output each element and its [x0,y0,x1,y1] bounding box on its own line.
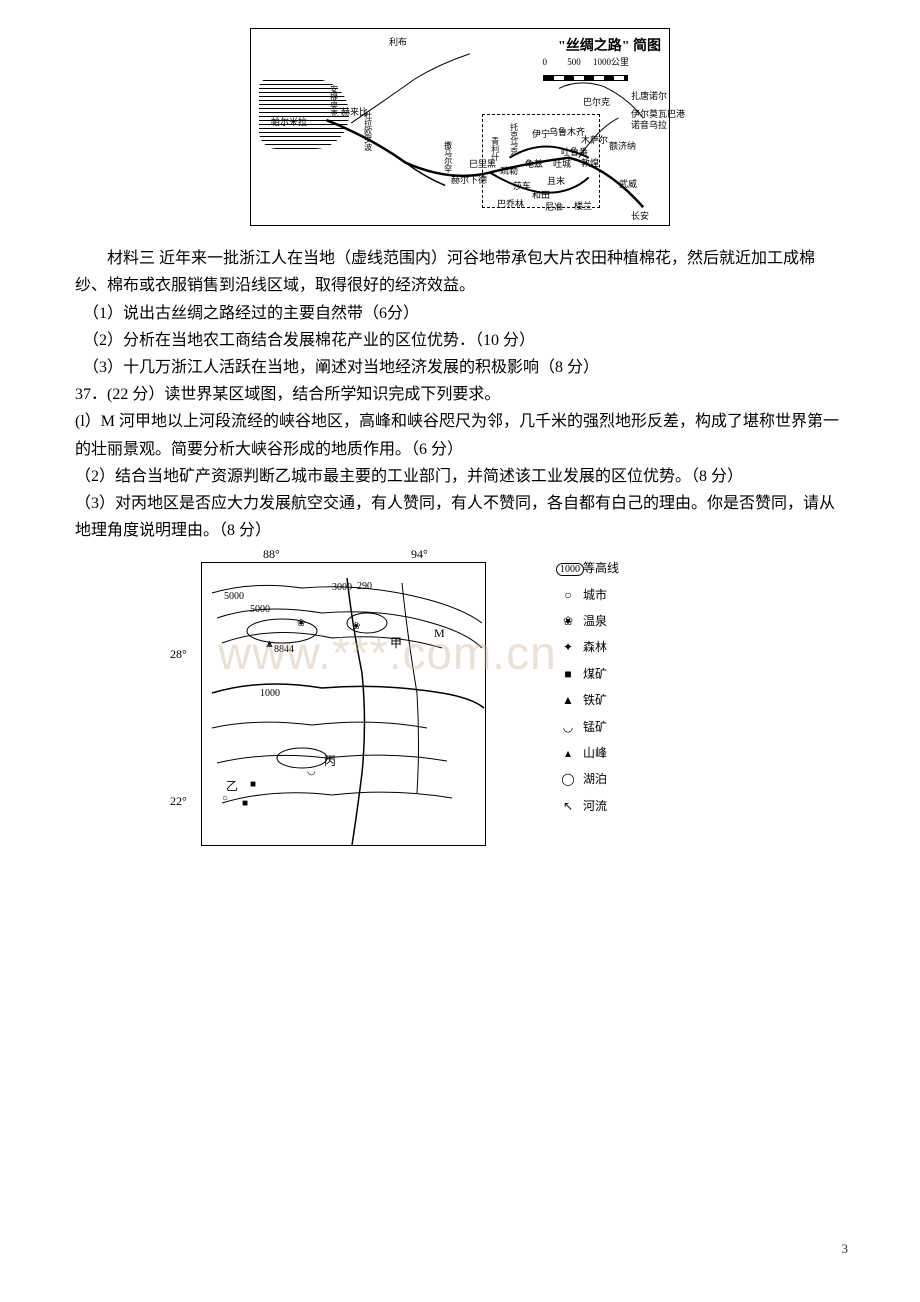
q37-3: （3）对丙地区是否应大力发展航空交通，有人赞同，有人不赞同，各自都有白己的理由。… [75,490,845,544]
map-city-label: 赫尔下德 [451,173,487,188]
letter-m: M [434,623,445,643]
peak-icon: ▲ [264,635,275,654]
spring-icon-2: ❀ [352,618,360,635]
region-map-frame: 5000 5000 3000 290 8844 1000 甲 乙 丙 ▲ ○ ■… [201,562,486,846]
map-city-label: 长安 [631,209,649,224]
legend-lake: ◯湖泊 [556,769,619,789]
map-city-label: 乌鲁木齐 [549,125,585,140]
map-city-label: 武威 [619,177,637,192]
q36-2: （2）分析在当地农工商结合发展棉花产业的区位优势．（10 分） [83,327,845,354]
elev-290: 290 [357,578,372,595]
map-city-label: 托克马克 [507,123,521,155]
coal-icon-1: ■ [250,776,256,793]
place-bing: 丙 [324,751,336,771]
city-icon: ○ [556,585,580,605]
material-three-text: 材料三 近年来一批浙江人在当地（虚线范围内）河谷地带承包大片农田种植棉花，然后就… [75,250,815,294]
silk-road-map: "丝绸之路" 简图 0 500 1000公里 利布安提奥克帕尔米拉赫来比杜拉欧罗… [250,28,670,226]
map-city-label: 尼准 [545,200,563,215]
region-map: 88° 94° 28° 22° 5000 5000 3000 290 [171,554,529,862]
legend-contour: 1000等高线 [556,558,619,578]
elev-5000b: 5000 [250,601,270,618]
legend-spring: ❀温泉 [556,611,619,631]
coal-icon-2: ■ [242,795,248,812]
map-city-label: 诺音乌拉 [631,118,667,133]
map-city-label: 疏勒 [500,164,518,179]
elev-5000a: 5000 [224,588,244,605]
material-three: 材料三 近年来一批浙江人在当地（虚线范围内）河谷地带承包大片农田种植棉花，然后就… [75,245,845,299]
map-city-label: 扎唐诺尔 [631,89,667,104]
map-city-label: 帕尔米拉 [271,115,307,130]
peak-icon: ▴ [556,743,580,763]
q36-1: （1）说出古丝绸之路经过的主要自然带（6分） [83,300,845,327]
map-city-label: 敦煌 [581,156,599,171]
route-lines [251,29,669,225]
lat-22: 22° [170,791,187,811]
map-city-label: 龟兹 [525,157,543,172]
map-city-label: 利布 [389,35,407,50]
map-city-label: 巴尔克 [583,95,610,110]
silk-road-map-container: "丝绸之路" 简图 0 500 1000公里 利布安提奥克帕尔米拉赫来比杜拉欧罗… [75,28,845,235]
manganese-icon: ◡ [307,763,316,780]
map-city-label: 巴乔林 [497,197,524,212]
spring-icon: ❀ [297,615,305,632]
map-city-label: 巳里黑 [469,157,496,172]
q36-3: （3）十几万浙江人活跃在当地，阐述对当地经济发展的积极影响（8 分） [83,354,845,381]
q37-1: (l）M 河甲地以上河段流经的峡谷地区，高峰和峡谷咫尺为邻，几千米的强烈地形反差… [75,408,845,462]
map-city-label: 额济纳 [609,139,636,154]
map-city-label: 安提奥克 [327,85,341,117]
region-map-container: 88° 94° 28° 22° 5000 5000 3000 290 [171,554,845,871]
map-city-label: 伊宁 [532,127,550,142]
elev-1000: 1000 [260,685,280,702]
forest-icon: ✦ [556,637,580,657]
map-city-label: 杜拉欧罗波 [361,111,375,151]
manganese-icon: ◡ [556,717,580,737]
coal-icon: ■ [556,664,580,684]
elev-3000: 3000 [332,579,352,596]
lake-icon: ◯ [556,769,580,789]
legend-manganese: ◡锰矿 [556,717,619,737]
elev-8844: 8844 [274,641,294,658]
map-city-label: 撒马尔罕 [441,141,455,173]
spring-icon: ❀ [556,611,580,631]
legend-river: ↖河流 [556,796,619,816]
map-legend: 1000等高线 ○城市 ❀温泉 ✦森林 ■煤矿 ▲铁矿 ◡锰矿 ▴山峰 ◯湖泊 … [556,558,619,822]
map-city-label: 吐城 [553,157,571,172]
q37-2: （2）结合当地矿产资源判断乙城市最主要的工业部门，并简述该工业发展的区位优势。（… [75,463,845,490]
page-number: 3 [842,1238,849,1260]
map-city-label: 楼兰 [574,199,592,214]
iron-icon: ▲ [556,690,580,710]
lat-28: 28° [170,644,187,664]
q37-intro: 37．(22 分）读世界某区域图，结合所学知识完成下列要求。 [75,381,845,408]
legend-forest: ✦森林 [556,637,619,657]
legend-city: ○城市 [556,585,619,605]
legend-coal: ■煤矿 [556,664,619,684]
legend-iron: ▲铁矿 [556,690,619,710]
legend-peak: ▴山峰 [556,743,619,763]
river-icon: ↖ [556,796,580,816]
map-city-label: 莎车 [513,179,531,194]
map-city-label: 且末 [547,174,565,189]
city-icon-1: ○ [222,790,228,807]
place-jia: 甲 [390,633,402,653]
